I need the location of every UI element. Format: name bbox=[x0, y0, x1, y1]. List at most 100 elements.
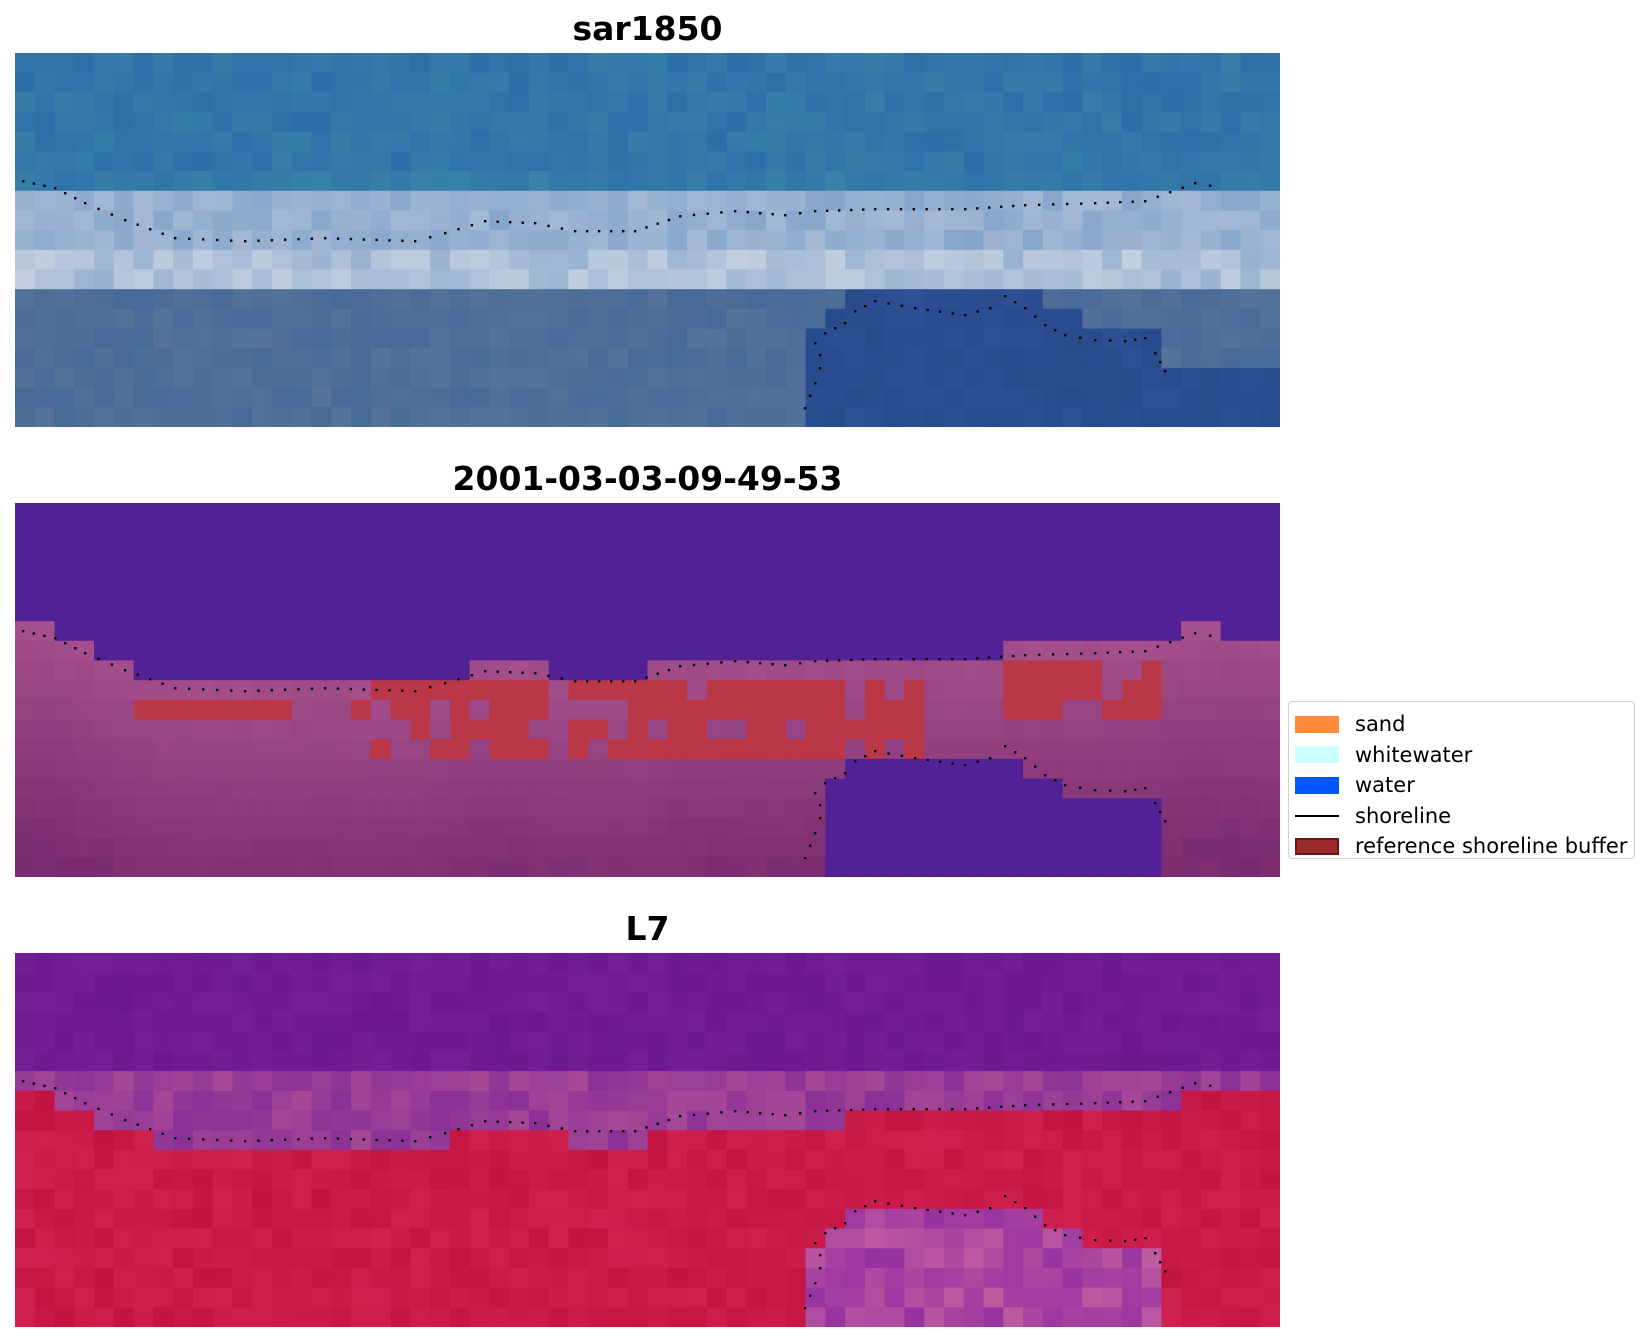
raster-pixel bbox=[1220, 1267, 1242, 1289]
shoreline-dot bbox=[521, 1121, 524, 1124]
raster-pixel bbox=[351, 562, 372, 583]
raster-pixel bbox=[983, 992, 1004, 1013]
raster-pixel bbox=[607, 719, 629, 740]
raster-pixel bbox=[252, 953, 273, 974]
raster-pixel bbox=[291, 131, 313, 153]
shoreline-dot bbox=[124, 1119, 127, 1122]
raster-pixel bbox=[449, 1130, 471, 1151]
shoreline-dot bbox=[1134, 788, 1137, 791]
shoreline-dot bbox=[521, 221, 524, 224]
raster-pixel bbox=[113, 699, 135, 721]
shoreline-dot bbox=[470, 674, 474, 677]
shoreline-dot bbox=[1194, 632, 1197, 635]
shoreline-dot bbox=[874, 1200, 877, 1203]
raster-pixel bbox=[706, 1031, 728, 1053]
raster-pixel bbox=[963, 857, 985, 877]
raster-pixel bbox=[1181, 1169, 1202, 1190]
raster-pixel bbox=[153, 581, 174, 603]
shoreline-dot bbox=[136, 1123, 139, 1126]
raster-pixel bbox=[74, 1031, 95, 1053]
shoreline-dot bbox=[297, 688, 300, 691]
shoreline-dot bbox=[914, 307, 917, 310]
raster-pixel bbox=[15, 1051, 36, 1072]
raster-pixel bbox=[509, 621, 530, 642]
raster-pixel bbox=[943, 837, 965, 858]
raster-pixel bbox=[706, 1287, 728, 1308]
raster-pixel bbox=[1181, 817, 1202, 839]
raster-pixel bbox=[904, 758, 925, 780]
raster-pixel bbox=[271, 190, 293, 212]
raster-pixel bbox=[113, 640, 135, 662]
raster-pixel bbox=[509, 210, 530, 231]
raster-pixel bbox=[1121, 1169, 1143, 1190]
raster-pixel bbox=[15, 1071, 36, 1092]
raster-pixel bbox=[410, 1287, 431, 1308]
raster-pixel bbox=[1141, 348, 1163, 369]
raster-pixel bbox=[469, 1149, 490, 1171]
raster-pixel bbox=[351, 308, 372, 330]
raster-pixel bbox=[864, 680, 886, 701]
raster-pixel bbox=[1062, 758, 1083, 780]
raster-pixel bbox=[74, 1130, 95, 1151]
raster-pixel bbox=[449, 171, 471, 192]
raster-pixel bbox=[706, 289, 728, 310]
raster-pixel bbox=[548, 1307, 570, 1327]
raster-pixel bbox=[904, 1248, 925, 1269]
shoreline-dot bbox=[324, 237, 327, 240]
raster-pixel bbox=[212, 1208, 234, 1230]
raster-pixel bbox=[430, 1208, 451, 1230]
raster-pixel bbox=[1141, 131, 1163, 153]
raster-pixel bbox=[1141, 53, 1163, 74]
raster-pixel bbox=[212, 348, 234, 369]
raster-pixel bbox=[15, 289, 36, 310]
raster-pixel bbox=[153, 407, 174, 427]
raster-pixel bbox=[390, 289, 411, 310]
raster-pixel bbox=[1042, 542, 1064, 563]
raster-pixel bbox=[924, 837, 945, 858]
raster-pixel bbox=[884, 640, 906, 662]
raster-pixel bbox=[805, 1307, 826, 1327]
shoreline-dot bbox=[819, 367, 822, 370]
raster-pixel bbox=[1240, 1090, 1261, 1112]
raster-pixel bbox=[943, 972, 965, 993]
shoreline-dot bbox=[1066, 652, 1069, 656]
raster-pixel bbox=[963, 542, 985, 563]
legend-item-whitewater: whitewater bbox=[1295, 740, 1634, 771]
raster-pixel bbox=[924, 542, 945, 563]
shoreline-dot bbox=[1164, 1270, 1167, 1273]
raster-pixel bbox=[845, 387, 866, 408]
shoreline-dot bbox=[692, 213, 696, 217]
raster-pixel bbox=[548, 53, 570, 74]
raster-pixel bbox=[1240, 522, 1261, 543]
raster-pixel bbox=[548, 601, 570, 622]
raster-pixel bbox=[983, 581, 1004, 603]
raster-pixel bbox=[766, 92, 787, 113]
raster-pixel bbox=[1102, 1130, 1123, 1151]
raster-pixel bbox=[785, 562, 807, 583]
shoreline-dot bbox=[814, 1110, 817, 1113]
raster-pixel bbox=[34, 1189, 56, 1210]
raster-pixel bbox=[509, 953, 530, 974]
raster-pixel bbox=[963, 778, 985, 799]
shoreline-dot bbox=[547, 1124, 550, 1128]
raster-pixel bbox=[1181, 1228, 1202, 1249]
raster-pixel bbox=[726, 522, 747, 543]
raster-pixel bbox=[607, 739, 629, 760]
raster-pixel bbox=[983, 1090, 1004, 1112]
raster-pixel bbox=[212, 837, 234, 858]
raster-pixel bbox=[667, 758, 688, 780]
raster-pixel bbox=[509, 562, 530, 583]
raster-pixel bbox=[805, 640, 826, 662]
shoreline-dot bbox=[799, 1112, 802, 1115]
raster-pixel bbox=[647, 230, 668, 251]
raster-pixel bbox=[1260, 249, 1280, 271]
raster-pixel bbox=[785, 972, 807, 993]
raster-pixel bbox=[1121, 1287, 1143, 1308]
raster-pixel bbox=[1003, 1110, 1024, 1131]
raster-pixel bbox=[647, 171, 668, 192]
raster-pixel bbox=[1240, 1267, 1261, 1289]
shoreline-dot bbox=[202, 238, 205, 241]
raster-pixel bbox=[943, 348, 965, 369]
raster-pixel bbox=[252, 387, 273, 408]
raster-pixel bbox=[864, 1248, 886, 1269]
